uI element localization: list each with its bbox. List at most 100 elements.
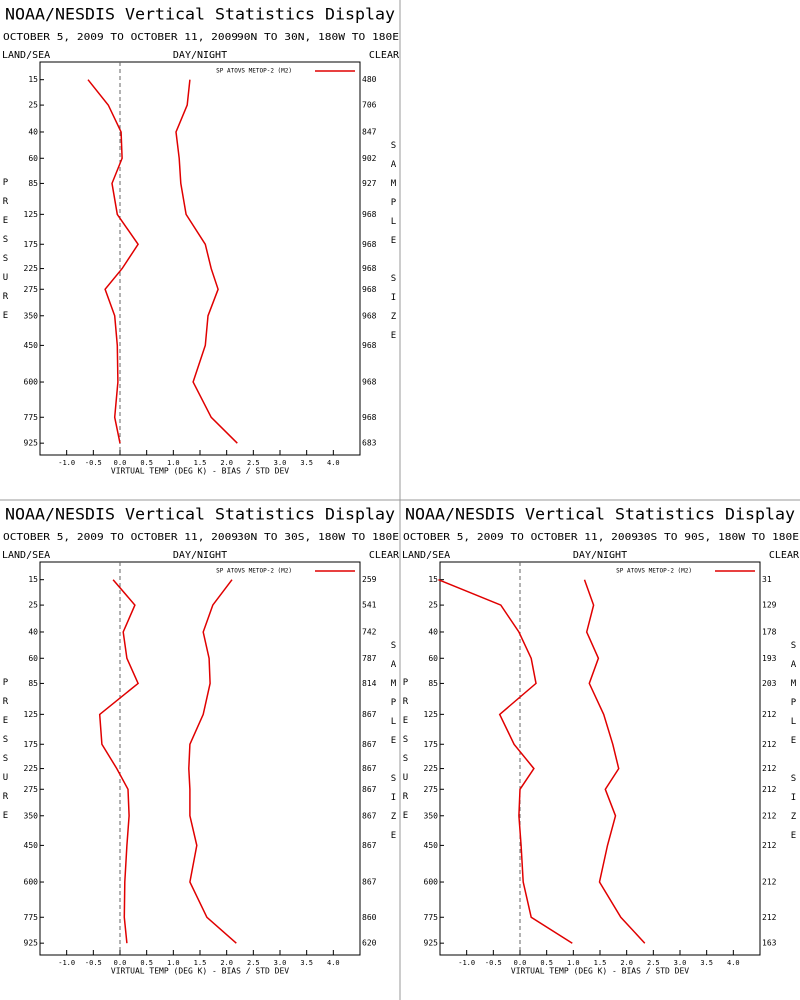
y-tick-label: 40	[28, 127, 38, 136]
chart-title: NOAA/NESDIS Vertical Statistics Display	[5, 505, 395, 524]
y-tick-label: 85	[28, 679, 38, 688]
x-tick-label: 1.5	[194, 959, 207, 967]
sample-size-label: 129	[762, 601, 777, 610]
sample-size-label: 968	[362, 311, 377, 320]
sample-size-label: 860	[362, 913, 377, 922]
sample-size-label: 742	[362, 627, 377, 636]
sample-size-label: 212	[762, 764, 777, 773]
y-tick-label: 225	[424, 764, 439, 773]
sample-size-label: 163	[762, 939, 777, 948]
series-line	[583, 579, 646, 944]
x-tick-label: 1.0	[167, 459, 180, 467]
y-tick-label: 25	[28, 101, 38, 110]
y-tick-label: 15	[28, 75, 38, 84]
x-tick-label: 0.5	[140, 959, 153, 967]
sample-size-label: 31	[762, 575, 772, 584]
x-tick-label: 3.0	[274, 459, 287, 467]
y-tick-label: 600	[24, 378, 39, 387]
sample-size-label: 968	[362, 210, 377, 219]
x-tick-label: 2.5	[647, 959, 660, 967]
x-tick-label: 0.5	[540, 959, 553, 967]
y-tick-label: 125	[424, 710, 439, 719]
x-tick-label: 2.5	[247, 459, 260, 467]
y-tick-label: 225	[24, 764, 39, 773]
y2-axis-label: SAMPLE SIZE	[389, 641, 399, 850]
x-tick-label: 0.5	[140, 459, 153, 467]
x-tick-label: 4.0	[727, 959, 740, 967]
sample-size-label: 787	[362, 654, 377, 663]
sample-size-label: 968	[362, 240, 377, 249]
y-tick-label: 85	[428, 679, 438, 688]
sample-size-label: 814	[362, 679, 377, 688]
y-tick-label: 275	[424, 785, 439, 794]
y-tick-label: 350	[424, 811, 439, 820]
sample-size-label: 620	[362, 939, 377, 948]
region: 90N TO 30N, 180W TO 180E	[237, 32, 399, 43]
sample-size-label: 259	[362, 575, 377, 584]
y2-axis-label: SAMPLE SIZE	[389, 141, 399, 350]
sample-size-label: 867	[362, 710, 377, 719]
y-tick-label: 25	[428, 601, 438, 610]
sample-size-label: 212	[762, 811, 777, 820]
y-axis-label: PRESSURE	[1, 678, 11, 830]
y-tick-label: 15	[428, 575, 438, 584]
y-tick-label: 60	[428, 654, 438, 663]
x-tick-label: 0.0	[514, 959, 527, 967]
series-line	[175, 79, 238, 444]
sample-size-label: 867	[362, 878, 377, 887]
sample-size-label: 968	[362, 378, 377, 387]
y-tick-label: 450	[24, 841, 39, 850]
x-tick-label: 3.5	[300, 459, 313, 467]
y-tick-label: 225	[24, 264, 39, 273]
x-tick-label: 3.0	[274, 959, 287, 967]
y-tick-label: 600	[424, 878, 439, 887]
x-tick-label: -1.0	[58, 459, 75, 467]
subtitle: OCTOBER 5, 2009 TO OCTOBER 11, 2009	[403, 532, 638, 543]
subtitle: OCTOBER 5, 2009 TO OCTOBER 11, 2009	[3, 532, 238, 543]
y-tick-label: 275	[24, 285, 39, 294]
date-range: OCTOBER 5, 2009 TO OCTOBER 11, 2009	[3, 32, 238, 43]
y-tick-label: 350	[24, 311, 39, 320]
sample-size-label: 847	[362, 127, 377, 136]
x-tick-label: -0.5	[85, 459, 102, 467]
series-line	[87, 79, 140, 444]
sample-size-label: 902	[362, 154, 377, 163]
sample-size-label: 867	[362, 811, 377, 820]
x-tick-label: 4.0	[327, 959, 340, 967]
x-tick-label: -1.0	[458, 959, 475, 967]
x-axis-label: VIRTUAL TEMP (DEG K) - BIAS / STD DEV	[111, 967, 289, 976]
x-tick-label: 3.0	[674, 959, 687, 967]
x-tick-label: 0.0	[114, 959, 127, 967]
y-tick-label: 175	[424, 740, 439, 749]
sample-size-label: 541	[362, 601, 377, 610]
x-tick-label: 1.0	[567, 959, 580, 967]
y-tick-label: 600	[24, 878, 39, 887]
sample-size-label: 968	[362, 285, 377, 294]
legend-label: SP ATOVS METOP-2 (M2)	[216, 568, 292, 575]
sample-size-label: 683	[362, 439, 377, 448]
sample-size-label: 212	[762, 785, 777, 794]
x-tick-label: 0.0	[114, 459, 127, 467]
land-sea-label: LAND/SEA	[2, 550, 50, 561]
y-tick-label: 925	[24, 939, 39, 948]
x-tick-label: 2.5	[247, 959, 260, 967]
legend-label: SP ATOVS METOP-2 (M2)	[216, 68, 292, 75]
sample-size-label: 212	[762, 878, 777, 887]
y-tick-label: 925	[24, 439, 39, 448]
x-tick-label: -0.5	[85, 959, 102, 967]
x-tick-label: 1.0	[167, 959, 180, 967]
panel: NOAA/NESDIS Vertical Statistics Display O…	[1, 505, 400, 976]
x-tick-label: 1.5	[594, 959, 607, 967]
sample-size-label: 968	[362, 264, 377, 273]
sample-size-label: 212	[762, 710, 777, 719]
x-tick-label: -0.5	[485, 959, 502, 967]
y2-axis-label: SAMPLE SIZE	[789, 641, 799, 850]
sample-size-label: 867	[362, 764, 377, 773]
sample-size-label: 193	[762, 654, 777, 663]
x-tick-label: 3.5	[300, 959, 313, 967]
y-tick-label: 775	[424, 913, 439, 922]
region: 30N TO 30S, 180W TO 180E	[237, 532, 399, 543]
clear-label: CLEAR	[769, 550, 800, 561]
y-tick-label: 775	[24, 413, 39, 422]
